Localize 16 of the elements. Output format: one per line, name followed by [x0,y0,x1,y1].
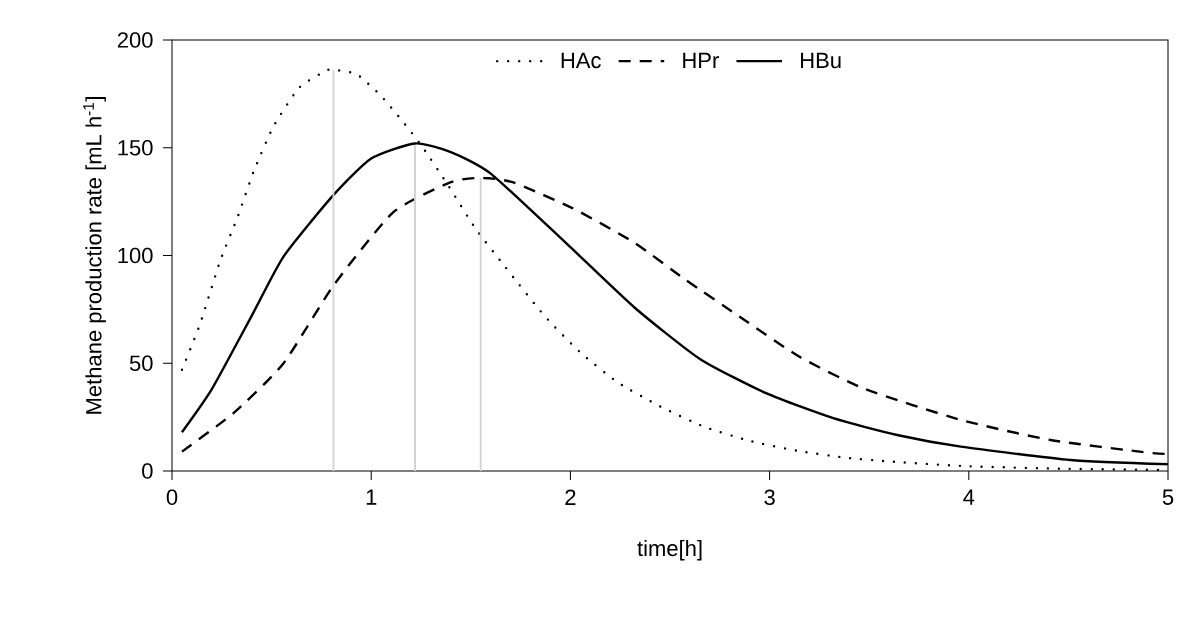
legend-label: HPr [683,52,719,68]
y-tick-label: 200 [117,32,153,48]
x-tick-label: 3 [764,489,775,506]
x-tick-label: 4 [963,489,975,505]
y-tick-label: 0 [142,463,153,479]
x-tick-label: 1 [366,489,377,505]
x-tick-label: 5 [1162,489,1174,505]
x-tick-label: 0 [166,489,178,506]
x-tick-label: 2 [565,489,576,505]
y-tick-label: 50 [129,355,153,372]
x-axis-title: time[h] [637,539,702,561]
y-tick-label: 100 [118,247,153,264]
legend-label: HBu [801,52,841,69]
legend-label: HAc [561,52,601,69]
y-axis-title: Methane production rate [mL h$^{-1}$] [83,97,106,414]
y-tick-label: 150 [118,139,153,156]
